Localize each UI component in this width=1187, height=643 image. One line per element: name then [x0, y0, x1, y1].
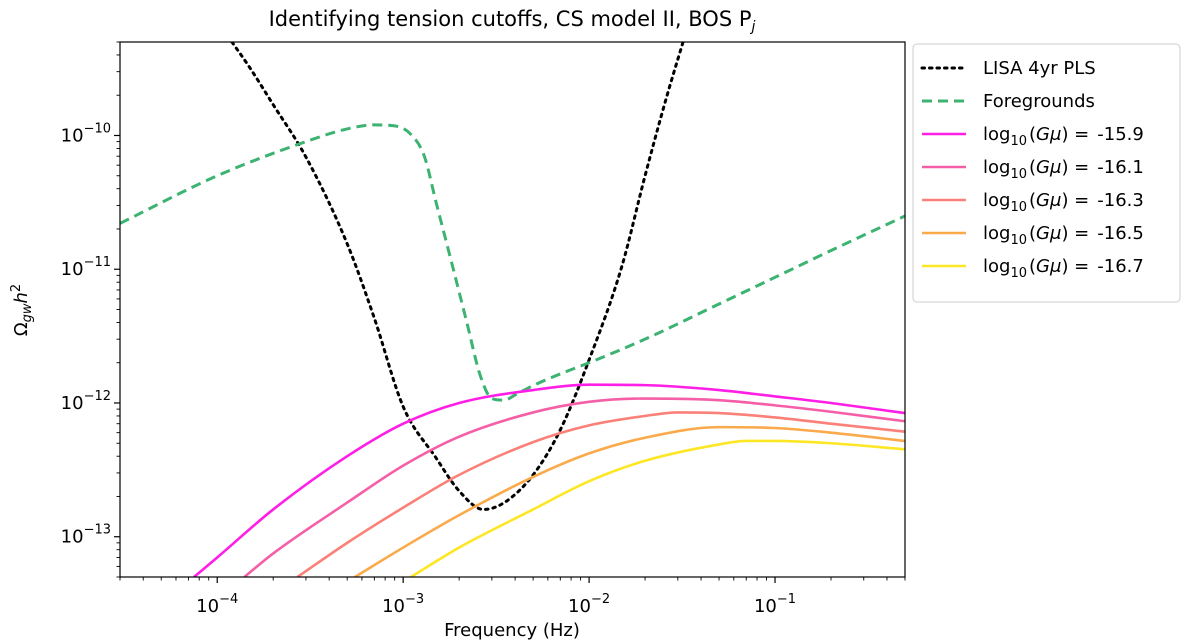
legend-label-0: LISA 4yr PLS: [983, 58, 1096, 79]
series-layer: [120, 42, 905, 577]
x-tick-label: 10−3: [382, 592, 424, 617]
x-tick-label: 10−1: [754, 592, 796, 617]
legend-box: [912, 43, 1181, 303]
y-tick-label: 10−10: [61, 121, 111, 146]
y-tick-label: 10−12: [61, 389, 111, 414]
x-tick-label: 10−2: [568, 592, 610, 617]
legend: LISA 4yr PLS Foregrounds log10 (Gμ) = -15.9 l…: [912, 43, 1181, 303]
legend-label-6: log10 (Gμ) = -16.7: [983, 256, 1144, 281]
legend-label-1: Foregrounds: [983, 91, 1095, 112]
series-line-5: [354, 425, 905, 577]
series-line-6: [410, 439, 905, 577]
legend-label-3: log10 (Gμ) = -16.1: [983, 157, 1144, 182]
x-axis-label: Frequency (Hz): [444, 620, 580, 641]
y-axis-label: Ωgwh2: [9, 284, 35, 336]
series-line-2: [193, 383, 905, 577]
series-line-1: [120, 123, 905, 402]
legend-label-4: log10 (Gμ) = -16.3: [983, 190, 1144, 215]
y-tick-label: 10−13: [61, 523, 111, 548]
x-tick-label: 10−4: [196, 592, 238, 617]
series-line-3: [243, 397, 905, 577]
legend-label-2: log10 (Gμ) = -15.9: [983, 124, 1144, 149]
chart-title: Identifying tension cutoffs, CS model II…: [269, 7, 756, 35]
legend-label-5: log10 (Gμ) = -16.5: [983, 223, 1144, 248]
series-line-4: [296, 411, 905, 577]
tick-layer: 10−4 10−3 10−2 10−1 10−13 10−12 10−11 10−10: [61, 41, 906, 617]
series-line-0: [230, 42, 685, 511]
y-tick-label: 10−11: [61, 255, 111, 280]
